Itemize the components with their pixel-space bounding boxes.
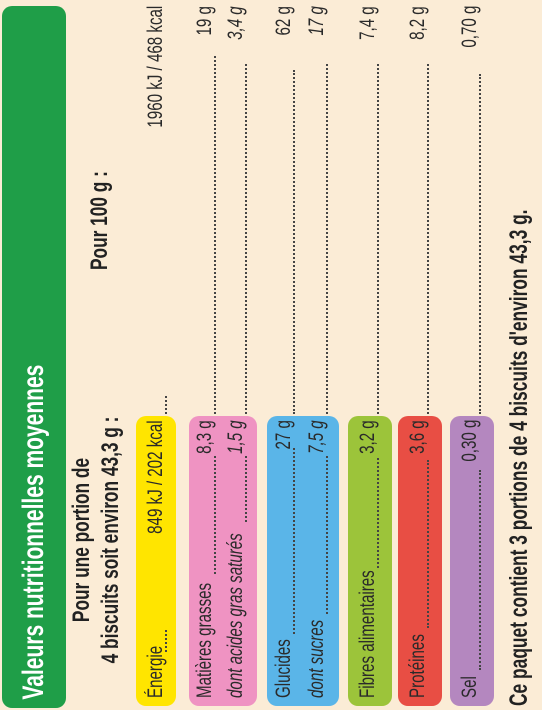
dots-mg — [212, 456, 216, 574]
dots-sel-100 — [477, 74, 481, 414]
dots-glucides-100 — [291, 70, 295, 414]
row-label-sucres: dont sucres — [305, 619, 328, 698]
portion-header-line2: 4 biscuits soit environ 43,3 g : — [97, 416, 124, 664]
per100-value-sucres: 17 g — [305, 6, 328, 36]
dots-energie — [163, 630, 167, 652]
row-label-glucides: Glucides — [272, 639, 295, 698]
per100-value-energie: 1960 kJ / 468 kcal — [144, 6, 167, 128]
per100-value-matieres-grasses: 19 g — [193, 6, 216, 36]
portion-value-matieres-grasses: 8,3 g — [193, 420, 216, 454]
per100-header: Pour 100 g : — [86, 171, 113, 270]
portion-value-sel: 0,30 g — [458, 420, 481, 463]
title-bar: Valeurs nutritionnelles moyennes — [2, 6, 66, 708]
portion-value-fibres: 3,2 g — [356, 420, 379, 454]
dots-glucides — [291, 448, 295, 634]
dots-fibres — [375, 458, 379, 568]
per100-value-sel: 0,70 g — [458, 6, 481, 49]
dots-ags — [243, 456, 247, 522]
per100-value-acides-gras-satures: 3,4 g — [224, 6, 247, 40]
dots-fibres-100 — [375, 64, 379, 414]
row-label-energie: Énergie — [144, 645, 167, 698]
package-footer: Ce paquet contient 3 portions de 4 biscu… — [505, 209, 533, 706]
row-label-proteines: Protéines — [406, 634, 429, 698]
dots-proteines-100 — [425, 64, 429, 414]
dots-sucres — [324, 456, 328, 614]
portion-value-sucres: 7,5 g — [305, 420, 328, 454]
row-label-acides-gras-satures: dont acides gras saturés — [224, 533, 247, 698]
portion-value-energie: 849 kJ / 202 kcal — [144, 420, 167, 534]
row-label-matieres-grasses: Matières grasses — [193, 582, 216, 698]
row-label-fibres: Fibres alimentaires — [356, 570, 379, 698]
portion-header-line1: Pour une portion de — [68, 457, 95, 623]
dots-ags-100 — [243, 64, 247, 414]
per100-value-proteines: 8,2 g — [406, 6, 429, 40]
dots-sucres-100 — [324, 64, 328, 414]
portion-value-proteines: 3,6 g — [406, 420, 429, 454]
dots-proteines — [425, 460, 429, 628]
portion-value-acides-gras-satures: 1,5 g — [224, 420, 247, 454]
per100-value-fibres: 7,4 g — [356, 6, 379, 40]
portion-value-glucides: 27 g — [272, 420, 295, 450]
row-label-sel: Sel — [458, 676, 481, 698]
page-title: Valeurs nutritionnelles moyennes — [17, 364, 50, 700]
per100-value-glucides: 62 g — [272, 6, 295, 36]
dots-mg-100 — [212, 56, 216, 414]
dots-sel — [477, 470, 481, 670]
dots-energie-100 — [163, 396, 167, 414]
